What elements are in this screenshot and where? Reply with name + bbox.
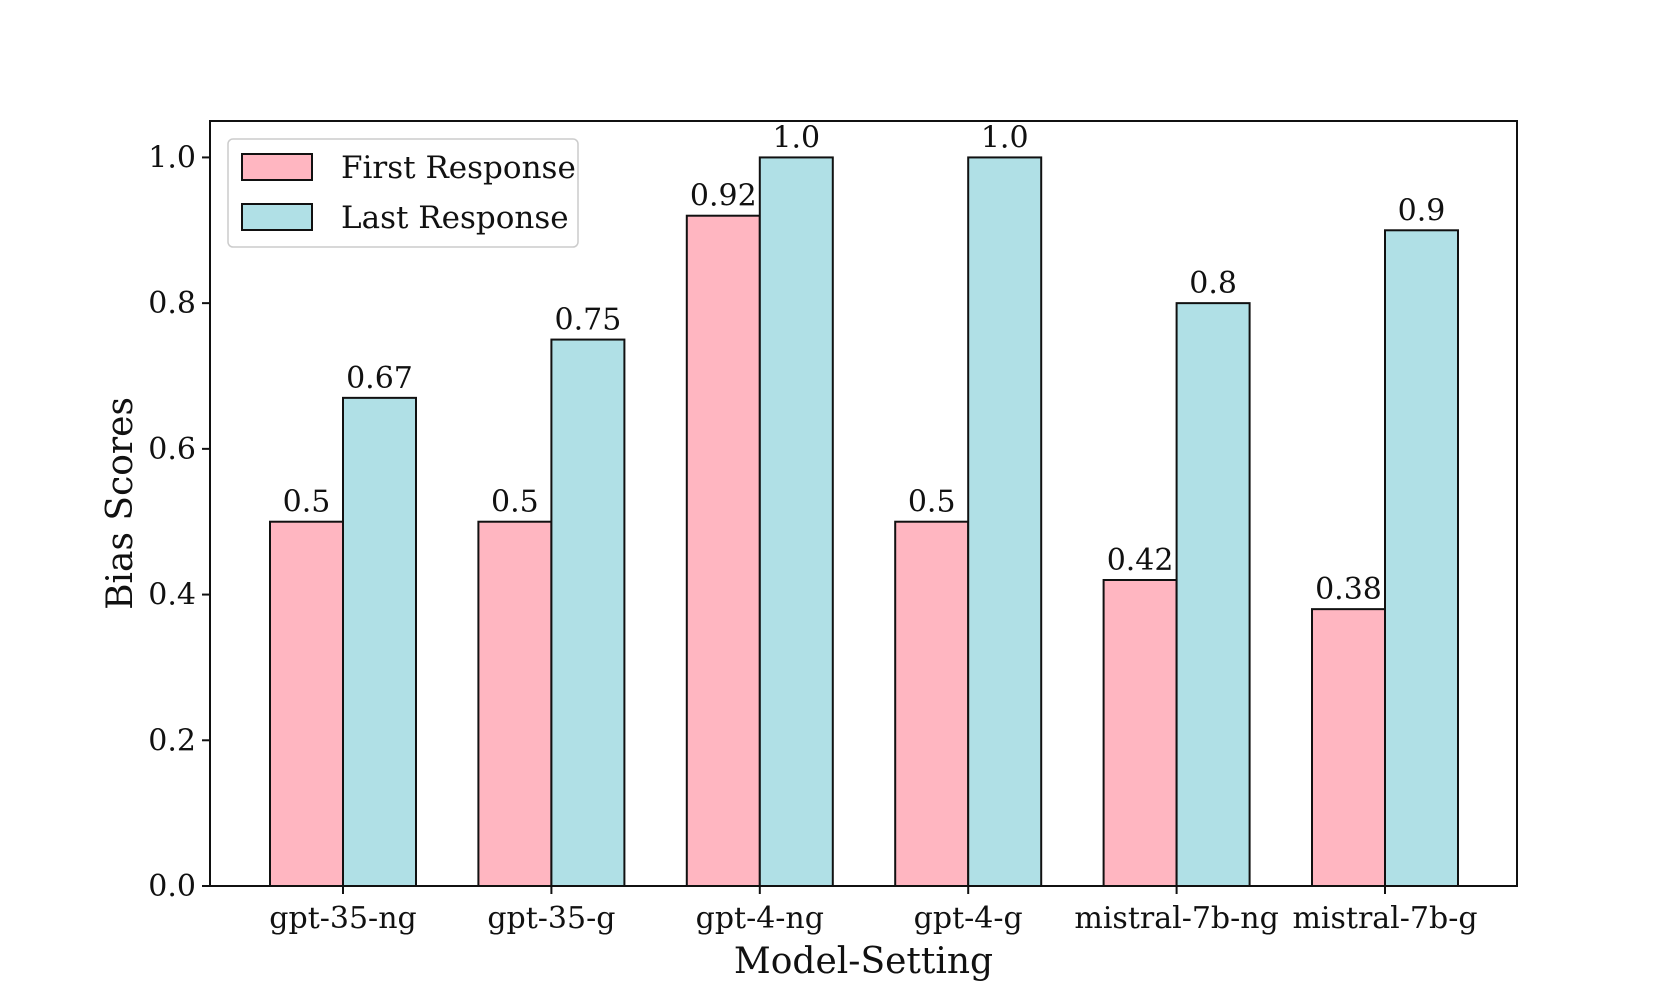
data-label-first-response-gpt-4-g: 0.5 bbox=[908, 485, 956, 520]
legend-frame bbox=[227, 138, 579, 248]
legend[interactable]: First Response Last Response bbox=[227, 138, 579, 248]
data-label-first-response-gpt-4-ng: 0.92 bbox=[690, 179, 757, 214]
bar-last-response-gpt-4-g bbox=[967, 156, 1043, 887]
legend-swatch-last-response bbox=[241, 203, 313, 231]
bar-first-response-mistral-7b-g bbox=[1311, 608, 1386, 888]
data-label-last-response-gpt-4-g: 1.0 bbox=[981, 120, 1029, 155]
data-label-last-response-gpt-35-g: 0.75 bbox=[555, 303, 622, 338]
data-label-last-response-mistral-7b-ng: 0.8 bbox=[1189, 266, 1237, 301]
x-tick-label-gpt-4-g: gpt-4-g bbox=[914, 901, 1023, 936]
y-tick-label: 0.6 bbox=[148, 432, 196, 467]
data-label-last-response-gpt-4-ng: 1.0 bbox=[772, 120, 820, 155]
data-labels-layer: 0.5 0.5 0.92 0.5 0.42 0.38 0.67 0.75 1.0 1.0 0.8 0.… bbox=[283, 120, 1446, 607]
bar-first-response-gpt-35-g bbox=[477, 520, 553, 887]
x-tick-label-gpt-4-ng: gpt-4-ng bbox=[696, 901, 824, 936]
data-label-last-response-gpt-35-ng: 0.67 bbox=[346, 361, 413, 396]
y-axis-title: Bias Scores bbox=[100, 397, 141, 610]
bar-first-response-mistral-7b-ng bbox=[1102, 579, 1178, 887]
x-tick-label-gpt-35-g: gpt-35-g bbox=[487, 901, 615, 936]
bar-first-response-gpt-4-ng bbox=[685, 214, 761, 887]
bar-last-response-gpt-35-ng bbox=[342, 396, 417, 887]
x-tick-label-mistral-7b-ng: mistral-7b-ng bbox=[1074, 901, 1278, 936]
data-label-first-response-gpt-35-ng: 0.5 bbox=[283, 485, 331, 520]
bar-first-response-gpt-4-g bbox=[894, 520, 970, 887]
x-axis-title: Model-Setting bbox=[734, 941, 993, 982]
bar-last-response-mistral-7b-g bbox=[1384, 229, 1459, 888]
y-tick-label: 0.2 bbox=[148, 723, 196, 758]
bar-last-response-mistral-7b-ng bbox=[1175, 302, 1251, 887]
legend-label-first-response: First Response bbox=[341, 150, 576, 186]
y-tick-label: 0.8 bbox=[148, 286, 196, 321]
x-tick-label-mistral-7b-g: mistral-7b-g bbox=[1292, 901, 1477, 936]
data-label-first-response-mistral-7b-g: 0.38 bbox=[1315, 572, 1382, 607]
bars-layer bbox=[269, 156, 1459, 888]
axes-layer: 0.0 0.2 0.4 0.6 0.8 1.0 gpt-35-ng gpt-35-g gpt-4… bbox=[148, 120, 1518, 936]
y-tick-label: 0.0 bbox=[148, 869, 196, 904]
y-tick-label: 1.0 bbox=[148, 140, 196, 175]
plot-frame bbox=[209, 120, 1518, 887]
legend-label-last-response: Last Response bbox=[341, 200, 569, 236]
x-tick-label-gpt-35-ng: gpt-35-ng bbox=[269, 901, 416, 936]
bar-last-response-gpt-35-g bbox=[550, 338, 626, 888]
y-tick-label: 0.4 bbox=[148, 578, 196, 613]
data-label-first-response-mistral-7b-ng: 0.42 bbox=[1107, 543, 1174, 578]
data-label-first-response-gpt-35-g: 0.5 bbox=[491, 485, 539, 520]
data-label-last-response-mistral-7b-g: 0.9 bbox=[1398, 193, 1446, 228]
bar-first-response-gpt-35-ng bbox=[269, 520, 344, 887]
bar-last-response-gpt-4-ng bbox=[758, 156, 834, 887]
legend-swatch-first-response bbox=[241, 153, 313, 181]
